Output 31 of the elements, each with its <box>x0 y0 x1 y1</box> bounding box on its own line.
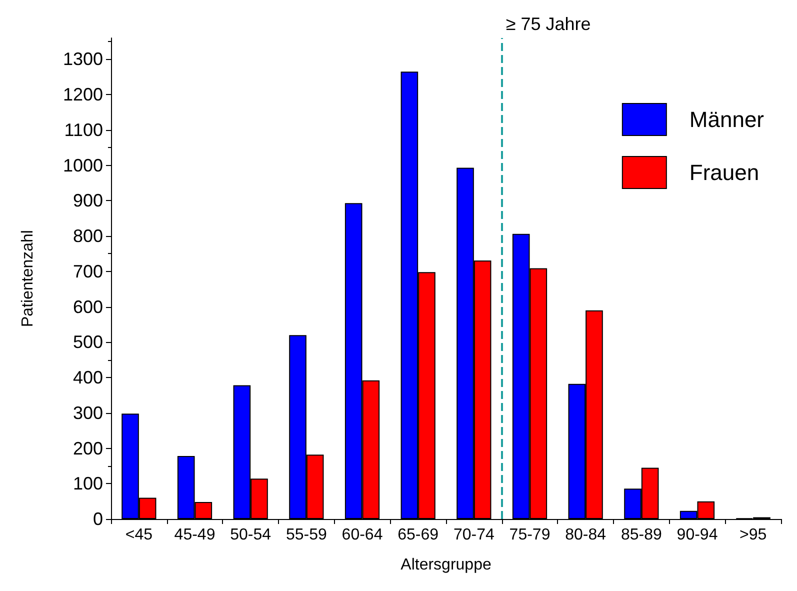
x-tick-label: 90-94 <box>676 526 718 544</box>
x-tick-label: 80-84 <box>565 526 606 544</box>
x-tick-label: 45-49 <box>174 526 216 544</box>
legend-label: Männer <box>689 107 764 132</box>
y-tick-label: 1300 <box>62 49 103 70</box>
x-tick-label: 50-54 <box>230 526 272 544</box>
y-tick-label: 900 <box>72 190 103 211</box>
y-tick-label: 400 <box>72 368 103 388</box>
y-tick-label: 200 <box>72 438 103 458</box>
y-tick-label: 1100 <box>64 120 103 140</box>
x-tick-label: 75-79 <box>509 526 550 544</box>
ref-line-label: ≥ 75 Jahre <box>506 14 591 34</box>
x-tick-label: >95 <box>740 526 767 544</box>
x-tick-label: 55-59 <box>286 526 327 544</box>
y-tick-label: 300 <box>72 402 103 423</box>
y-tick-label: 1200 <box>62 84 103 105</box>
x-tick-label: 65-69 <box>398 526 439 544</box>
y-tick-label: 1000 <box>62 155 103 176</box>
legend-label: Frauen <box>689 160 760 185</box>
y-tick-label: 700 <box>72 261 103 282</box>
y-tick-label: 600 <box>72 296 103 317</box>
y-tick-label: 500 <box>72 332 103 352</box>
x-axis-title: Altersgruppe <box>400 556 492 574</box>
y-tick-label: 0 <box>92 509 103 529</box>
x-tick-label: 70-74 <box>453 526 494 544</box>
y-tick-label: 800 <box>72 226 103 246</box>
x-tick-label: 85-89 <box>620 526 662 544</box>
x-tick-label: 60-64 <box>342 526 383 544</box>
y-tick-label: 100 <box>72 474 103 494</box>
y-axis-title: Patientenzahl <box>20 230 36 327</box>
x-tick-label: <45 <box>125 526 153 544</box>
